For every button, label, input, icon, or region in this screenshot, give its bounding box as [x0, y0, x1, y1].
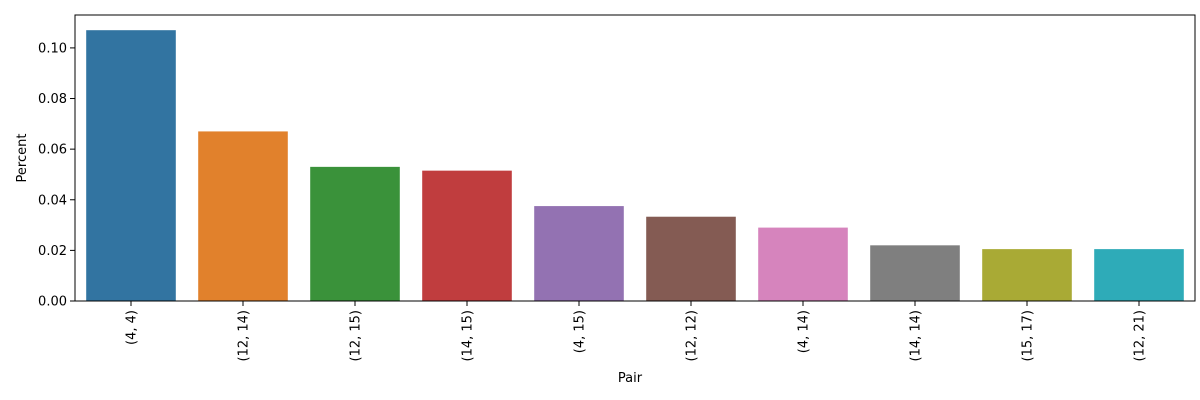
x-tick-label: (4, 4)	[125, 310, 140, 345]
x-tick-label: (4, 15)	[573, 310, 588, 353]
bar	[198, 131, 288, 301]
x-tick-label: (12, 15)	[349, 310, 364, 362]
y-tick-label: 0.00	[38, 295, 67, 310]
y-tick-label: 0.02	[38, 244, 67, 259]
y-tick-label: 0.08	[38, 92, 67, 107]
bar	[86, 30, 176, 301]
bar	[870, 245, 960, 301]
x-tick-label: (15, 17)	[1021, 310, 1036, 362]
x-tick-label: (14, 15)	[461, 310, 476, 362]
bar	[1094, 249, 1184, 301]
bar	[758, 227, 848, 301]
y-tick-label: 0.10	[38, 41, 67, 56]
y-tick-label: 0.06	[38, 143, 67, 158]
ticks-layer: (4, 4) (12, 14) (12, 15) (14, 15) (4, 15) (12…	[38, 41, 1147, 361]
y-tick-label: 0.04	[38, 193, 67, 208]
bar	[646, 216, 736, 301]
plot-frame	[74, 14, 1196, 302]
x-axis-label: Pair	[618, 371, 643, 386]
bar	[310, 166, 400, 301]
bar	[982, 249, 1072, 301]
x-tick-label: (12, 14)	[237, 310, 252, 362]
x-tick-label: (14, 14)	[909, 310, 924, 362]
x-tick-label: (12, 21)	[1133, 310, 1148, 362]
x-tick-label: (4, 14)	[797, 310, 812, 353]
bar	[422, 170, 512, 301]
bar	[534, 206, 624, 301]
y-axis-label: Percent	[15, 134, 30, 183]
bars-layer	[86, 30, 1184, 301]
x-tick-label: (12, 12)	[685, 310, 700, 362]
